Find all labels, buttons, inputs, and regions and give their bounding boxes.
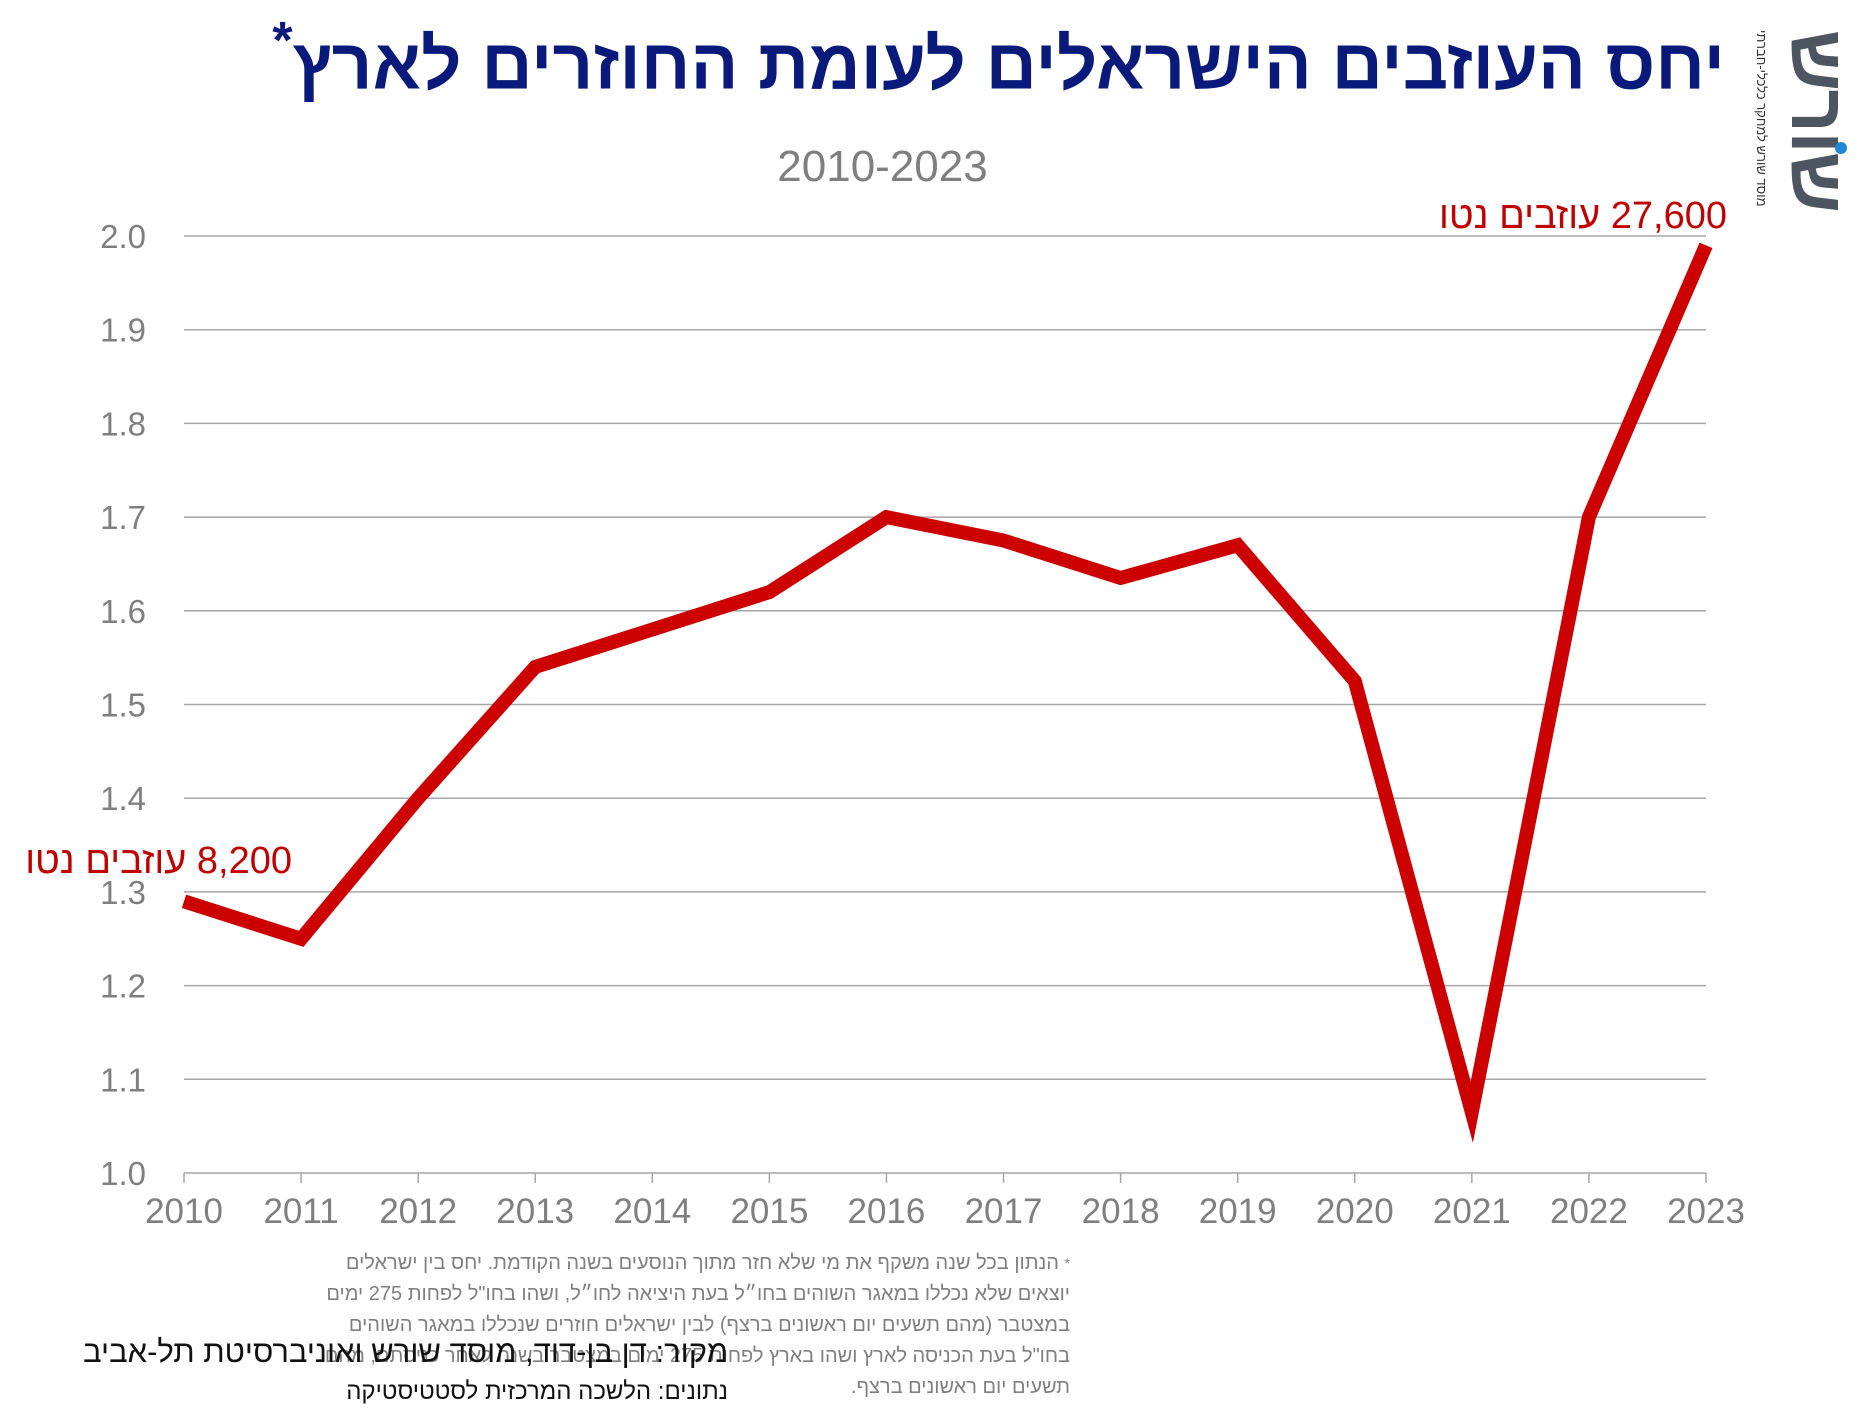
source-credit: מקור: דן בן-דוד, מוסד שורש ואוניברסיטת ת…	[83, 1334, 728, 1369]
x-tick-label: 2012	[379, 1192, 457, 1231]
data-source: נתונים: הלשכה המרכזית לסטטיסטיקה	[346, 1378, 728, 1405]
y-tick-label: 1.4	[100, 780, 146, 817]
logo-word: שורש	[1775, 30, 1860, 212]
series-line	[181, 242, 1713, 1143]
series-layer	[181, 242, 1713, 1143]
y-tick-label: 1.2	[100, 968, 146, 1005]
x-tick-label: 2015	[730, 1192, 808, 1231]
x-tick-label: 2017	[965, 1192, 1043, 1231]
line-chart: 1.01.11.21.31.41.51.61.71.81.92.0 2010 20…	[25, 195, 1745, 1231]
x-axis-ticks: 2010 2011 2012 2013 2014 2015 2016 2017 2018 2019…	[145, 1173, 1745, 1231]
y-tick-label: 1.7	[100, 499, 146, 536]
y-tick-label: 1.0	[100, 1155, 146, 1192]
x-tick-label: 2023	[1667, 1192, 1745, 1231]
x-tick-label: 2019	[1199, 1192, 1277, 1231]
x-tick-label: 2011	[263, 1192, 338, 1231]
x-tick-label: 2014	[613, 1192, 691, 1231]
logo-dot	[1835, 142, 1847, 154]
title-text: יחס העוזבים הישראלים לעומת החוזרים לארץ	[292, 25, 1725, 105]
logo-tagline: מוסד שורש למחקר כלכלי-חברתי	[1754, 30, 1769, 207]
y-tick-label: 2.0	[100, 218, 146, 255]
y-tick-label: 1.5	[100, 687, 146, 724]
title-footnote-mark: *	[272, 12, 293, 70]
data-annotation: 27,600 עוזבים נטו	[1439, 195, 1727, 237]
y-tick-label: 1.3	[100, 874, 146, 911]
chart-title: יחס העוזבים הישראלים לעומת החוזרים לארץ*	[272, 12, 1725, 106]
x-tick-label: 2010	[145, 1192, 223, 1231]
annotation-layer: 8,200 עוזבים נטו 27,600 עוזבים נטו	[25, 195, 1727, 882]
x-tick-label: 2022	[1550, 1192, 1628, 1231]
y-tick-label: 1.8	[100, 405, 146, 442]
y-tick-label: 1.1	[100, 1061, 146, 1098]
footnote: * הנתון בכל שנה משקף את מי שלא חזר מתוך …	[310, 1248, 1070, 1403]
shoresh-logo: שורש מוסד שורש למחקר כלכלי-חברתי	[1745, 30, 1860, 230]
chart-subtitle: 2010-2023	[777, 142, 988, 191]
footnote-star: *	[1064, 1255, 1070, 1271]
grid-layer	[184, 235, 1706, 1174]
footnote-text: הנתון בכל שנה משקף את מי שלא חזר מתוך הנ…	[324, 1252, 1070, 1398]
x-tick-label: 2020	[1316, 1192, 1394, 1231]
x-tick-label: 2021	[1433, 1192, 1511, 1231]
y-axis-ticks: 1.0 1.1 1.2 1.3 1.4 1.5 1.6 1.7 1.8 1.9 2.0	[100, 218, 146, 1192]
x-tick-label: 2016	[848, 1192, 926, 1231]
data-annotation: 8,200 עוזבים נטו	[25, 840, 292, 882]
x-tick-label: 2013	[496, 1192, 574, 1231]
x-tick-label: 2018	[1082, 1192, 1160, 1231]
y-tick-label: 1.6	[100, 593, 146, 630]
y-tick-label: 1.9	[100, 312, 146, 349]
